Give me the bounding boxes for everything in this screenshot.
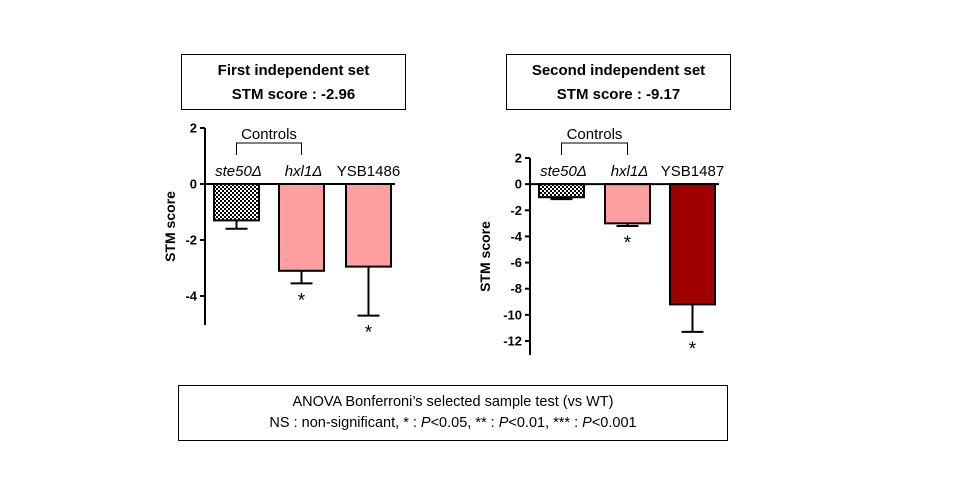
bar-2 xyxy=(604,183,651,225)
y-tick-label: -2 xyxy=(510,203,522,218)
y-tick-label: -12 xyxy=(503,334,522,349)
legend-line-2: NS : non-significant, * : P<0.05, ** : P… xyxy=(269,415,637,431)
controls-label: Controls xyxy=(241,126,297,143)
y-tick-label: 2 xyxy=(515,151,522,166)
category-label: YSB1486 xyxy=(337,163,400,180)
y-tick-label: -6 xyxy=(510,255,522,270)
panel2-title: Second independent set xyxy=(531,62,706,79)
y-tick-label: -4 xyxy=(185,289,197,304)
bar-3 xyxy=(345,183,392,268)
statistics-legend-box: ANOVA Bonferroni’s selected sample test … xyxy=(178,385,728,441)
y-tick-label: -4 xyxy=(510,229,522,244)
bar-2 xyxy=(278,183,325,272)
y-tick-label: -8 xyxy=(510,281,522,296)
y-axis-label: STM score xyxy=(162,191,178,262)
significance-marker: * xyxy=(298,290,306,311)
significance-marker: * xyxy=(689,339,697,360)
panel1-title: First independent set xyxy=(217,62,370,79)
bar-3 xyxy=(669,183,716,306)
significance-marker: * xyxy=(365,323,373,344)
y-tick-label: 2 xyxy=(190,121,197,136)
y-tick-label: 0 xyxy=(190,177,197,192)
controls-bracket xyxy=(236,142,302,155)
bar-1 xyxy=(538,183,585,199)
controls-bracket xyxy=(561,142,628,155)
panel1-stm-score: STM score : -2.96 xyxy=(231,86,356,103)
panel2-title-box: Second independent set STM score : -9.17 xyxy=(506,54,731,110)
panel1-title-box: First independent set STM score : -2.96 xyxy=(181,54,406,110)
category-label: hxl1Δ xyxy=(285,163,323,180)
bar-1 xyxy=(213,183,260,222)
panel2-stm-score: STM score : -9.17 xyxy=(556,86,681,103)
category-label: ste50Δ xyxy=(215,163,262,180)
category-label: ste50Δ xyxy=(540,163,587,180)
y-axis-label: STM score xyxy=(477,221,493,292)
y-tick-label: -10 xyxy=(503,307,522,322)
y-tick-label: -2 xyxy=(185,233,197,248)
significance-marker: * xyxy=(624,233,632,254)
y-tick-label: 0 xyxy=(515,177,522,192)
category-label: YSB1487 xyxy=(661,163,724,180)
category-label: hxl1Δ xyxy=(611,163,649,180)
legend-line-1: ANOVA Bonferroni’s selected sample test … xyxy=(292,394,614,410)
controls-label: Controls xyxy=(567,126,623,143)
